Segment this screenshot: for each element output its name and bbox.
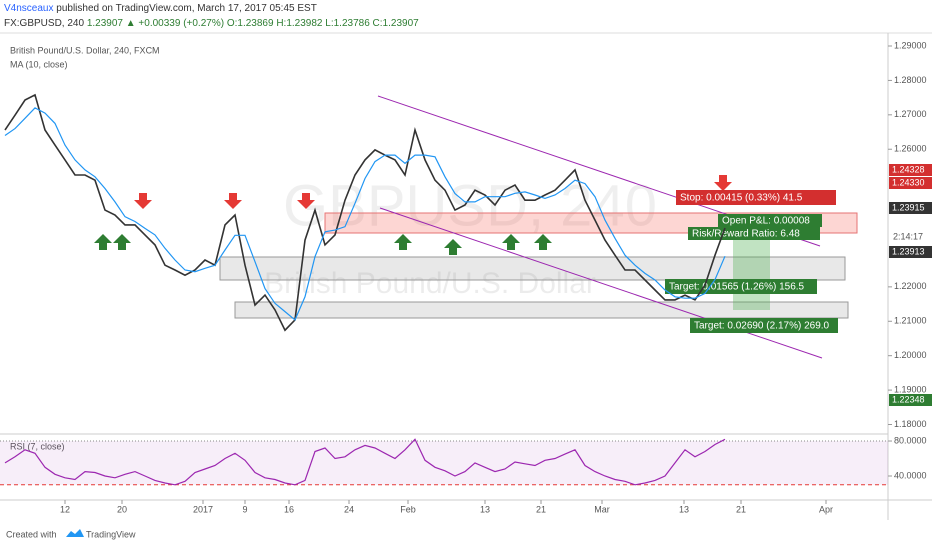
y-tick-label: 1.28000	[894, 75, 927, 85]
down-arrow	[134, 193, 152, 209]
down-arrow	[714, 175, 732, 191]
price-tag	[889, 394, 932, 406]
change: ▲ +0.00339 (+0.27%)	[126, 18, 224, 29]
series-line	[4, 93, 726, 332]
target-box	[690, 318, 838, 333]
x-tick-label: 21	[736, 504, 746, 514]
y-tick-label: 1.27000	[894, 109, 927, 119]
high: H:1.23982	[276, 18, 323, 29]
up-arrow	[534, 234, 552, 250]
open: O:1.23869	[227, 18, 274, 29]
rr-label: Risk/Reward Ratio: 6.48	[692, 229, 800, 240]
y-tick-label: 1.19000	[894, 384, 927, 394]
x-tick-label: 13	[480, 504, 490, 514]
x-tick-label: Apr	[819, 504, 833, 514]
series-name: British Pound/U.S. Dollar, 240, FXCM	[10, 45, 160, 55]
support-zone	[234, 301, 849, 319]
x-tick-label: Mar	[594, 504, 610, 514]
stop-label: Stop: 0.00415 (0.33%) 41.5	[680, 193, 803, 204]
y-tick-label: 1.22000	[894, 281, 927, 291]
x-tick-label: 21	[536, 504, 546, 514]
stop-box	[676, 190, 836, 205]
y-tick-label: 1.21000	[894, 316, 927, 326]
footer-brand[interactable]: TradingView	[86, 529, 136, 539]
up-arrow	[394, 234, 412, 250]
up-arrow	[94, 234, 112, 250]
x-tick-label: 9	[242, 504, 247, 514]
x-tick-label: Feb	[400, 504, 416, 514]
watermark: GBPUSD, 240	[283, 173, 657, 238]
y-tick-label: 40.0000	[894, 470, 927, 480]
pnl-box	[718, 214, 822, 227]
price-tag	[889, 246, 932, 258]
price-tag	[889, 164, 932, 176]
y-tick-label: 1.18000	[894, 419, 927, 429]
up-arrow	[502, 234, 520, 250]
x-tick-label: 12	[60, 504, 70, 514]
header-line: V4nsceaux published on TradingView.com, …	[4, 3, 317, 14]
x-tick-label: 24	[344, 504, 354, 514]
x-tick-label: 20	[117, 504, 127, 514]
symbol: FX:GBPUSD, 240	[4, 18, 84, 29]
logo	[66, 529, 84, 537]
price-tag	[889, 202, 932, 214]
price-tag-label: 1.22348	[892, 394, 925, 404]
down-arrow	[297, 193, 315, 209]
x-tick-label: 2017	[193, 504, 213, 514]
series-line	[4, 438, 726, 486]
down-arrow	[224, 193, 242, 209]
target-area	[733, 228, 770, 310]
price-tag	[889, 177, 932, 189]
target-box	[665, 279, 817, 294]
up-arrow	[444, 239, 462, 255]
up-arrow	[113, 234, 131, 250]
target-label: Target: 0.02690 (2.17%) 269.0	[694, 321, 830, 332]
support-zone	[219, 256, 846, 281]
sell-arrows	[134, 175, 732, 209]
buy-arrows	[94, 234, 552, 255]
close: C:1.23907	[373, 18, 420, 29]
low: L:1.23786	[325, 18, 370, 29]
last: 1.23907	[87, 18, 124, 29]
watermark: British Pound/U.S. Dollar	[264, 267, 596, 300]
footer-text: Created with	[6, 529, 57, 539]
price-tag-label: 1.23913	[892, 246, 925, 256]
series-line	[4, 107, 726, 321]
rsi-band	[0, 441, 888, 485]
countdown: 2:14:17	[893, 231, 923, 241]
indicator-name: RSI (7, close)	[10, 441, 65, 451]
published: published on TradingView.com, March 17, …	[56, 3, 317, 14]
x-tick-label: 16	[284, 504, 294, 514]
y-tick-label: 1.26000	[894, 144, 927, 154]
price-tag-label: 1.24328	[892, 164, 925, 174]
publisher: V4nsceaux	[4, 3, 53, 14]
target-label: Target: 0.01565 (1.26%) 156.5	[669, 282, 805, 293]
x-tick-label: 13	[679, 504, 689, 514]
price-tag-label: 1.23915	[892, 202, 925, 212]
y-tick-label: 1.20000	[894, 350, 927, 360]
indicator-name: MA (10, close)	[10, 59, 68, 69]
pnl-label: Open P&L: 0.00008	[722, 216, 810, 227]
y-tick-label: 80.0000	[894, 435, 927, 445]
price-tag-label: 1.24330	[892, 177, 925, 187]
quote-line: FX:GBPUSD, 240 1.23907 ▲ +0.00339 (+0.27…	[4, 18, 419, 29]
y-tick-label: 1.29000	[894, 40, 927, 50]
